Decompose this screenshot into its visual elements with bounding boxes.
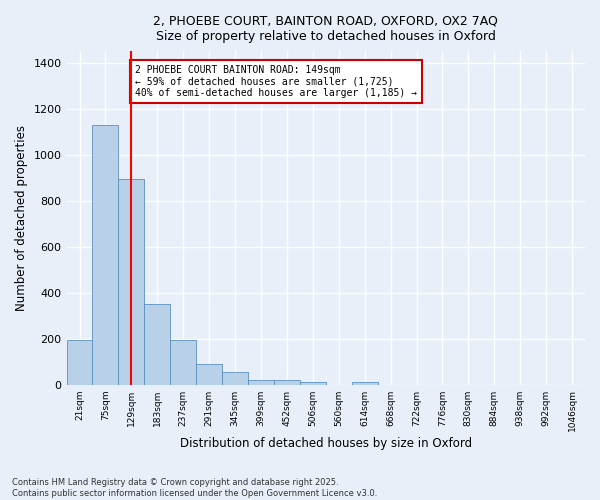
- Bar: [145, 304, 170, 384]
- Bar: [92, 124, 118, 384]
- Bar: [352, 382, 377, 384]
- Text: Contains HM Land Registry data © Crown copyright and database right 2025.
Contai: Contains HM Land Registry data © Crown c…: [12, 478, 377, 498]
- Text: 2 PHOEBE COURT BAINTON ROAD: 149sqm
← 59% of detached houses are smaller (1,725): 2 PHOEBE COURT BAINTON ROAD: 149sqm ← 59…: [135, 65, 417, 98]
- Bar: [248, 380, 274, 384]
- X-axis label: Distribution of detached houses by size in Oxford: Distribution of detached houses by size …: [180, 437, 472, 450]
- Y-axis label: Number of detached properties: Number of detached properties: [15, 125, 28, 311]
- Bar: [300, 382, 326, 384]
- Bar: [222, 372, 248, 384]
- Bar: [274, 380, 300, 384]
- Bar: [118, 179, 145, 384]
- Bar: [67, 340, 92, 384]
- Title: 2, PHOEBE COURT, BAINTON ROAD, OXFORD, OX2 7AQ
Size of property relative to deta: 2, PHOEBE COURT, BAINTON ROAD, OXFORD, O…: [154, 15, 498, 43]
- Bar: [196, 364, 222, 384]
- Bar: [170, 340, 196, 384]
